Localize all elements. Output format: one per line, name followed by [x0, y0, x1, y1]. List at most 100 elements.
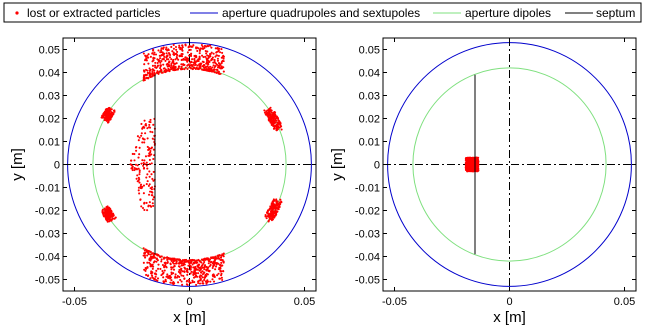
particle-point — [199, 279, 202, 282]
particle-point — [155, 260, 158, 263]
particle-point — [146, 209, 149, 212]
particle-point — [138, 173, 141, 176]
particle-point — [181, 283, 184, 286]
particle-point — [144, 269, 147, 272]
particle-point — [214, 55, 217, 58]
particle-point — [166, 65, 169, 68]
particle-point — [467, 161, 470, 164]
particle-point — [169, 53, 172, 57]
particle-point — [108, 118, 111, 121]
particle-point — [205, 257, 208, 260]
particle-point — [194, 67, 197, 71]
particle-point — [151, 177, 154, 181]
particle-point — [175, 276, 179, 279]
particle-point — [168, 56, 172, 59]
particle-point — [271, 214, 274, 217]
particle-point — [159, 54, 162, 57]
particle-point — [198, 275, 201, 278]
particle-point — [217, 70, 220, 73]
particle-point — [150, 272, 153, 275]
particle-point — [277, 206, 280, 209]
particle-point — [160, 255, 163, 258]
particle-point — [165, 52, 168, 55]
particle-point — [170, 45, 173, 48]
particle-point — [207, 262, 210, 265]
particle-point — [143, 70, 146, 73]
particle-point — [216, 274, 219, 277]
particle-point — [176, 274, 179, 278]
particle-point — [212, 68, 215, 71]
particle-point — [111, 111, 114, 115]
particle-point — [170, 268, 173, 271]
particle-point — [145, 161, 148, 164]
particle-point — [155, 257, 158, 260]
particle-point — [106, 211, 109, 214]
particle-point — [472, 169, 475, 172]
particle-point — [202, 258, 205, 261]
particle-point — [156, 277, 160, 280]
particle-point — [206, 273, 209, 276]
particle-point — [180, 264, 183, 267]
particle-point — [148, 71, 151, 74]
particle-point — [170, 273, 173, 276]
particle-point — [203, 44, 206, 48]
particle-point — [174, 273, 177, 276]
particle-point — [167, 51, 170, 55]
particle-point — [193, 280, 196, 284]
particle-point — [164, 59, 167, 62]
particle-point — [472, 157, 475, 161]
particle-point — [113, 217, 116, 220]
particle-point — [155, 66, 158, 69]
particle-point — [213, 58, 216, 61]
particle-point — [179, 278, 182, 281]
particle-point — [179, 46, 182, 49]
particle-point — [476, 156, 479, 160]
particle-point — [180, 267, 183, 270]
legend-quad-sext-label: aperture quadrupoles and sextupoles — [222, 6, 420, 20]
particle-point — [275, 207, 278, 210]
particle-point — [209, 44, 212, 47]
particle-point — [149, 190, 152, 193]
particle-point — [148, 148, 151, 151]
particle-point — [168, 60, 171, 63]
particle-point — [145, 176, 148, 179]
particle-point — [146, 266, 149, 269]
particle-point — [202, 56, 205, 59]
particle-point — [138, 136, 141, 139]
particle-point — [279, 122, 282, 125]
particle-point — [164, 278, 167, 281]
particle-point — [108, 220, 111, 223]
particle-point — [216, 71, 219, 74]
particle-point — [112, 214, 115, 217]
particle-point — [183, 277, 186, 280]
particle-point — [163, 55, 166, 58]
particle-point — [211, 56, 214, 59]
y-tick-label: 0.05 — [359, 45, 380, 57]
particle-point — [185, 258, 188, 261]
particle-point — [142, 77, 145, 80]
particle-point — [168, 70, 171, 73]
particle-point — [187, 278, 191, 281]
particle-point — [274, 209, 277, 212]
particle-point — [466, 168, 470, 171]
particle-point — [156, 70, 159, 73]
particle-point — [212, 275, 215, 278]
particle-point — [145, 164, 148, 167]
particle-point — [271, 122, 275, 125]
y-tick-label: -0.04 — [35, 252, 60, 264]
plot-frame — [62, 37, 317, 292]
particle-point — [165, 70, 168, 73]
particle-point — [203, 257, 206, 260]
y-tick-label: -0.03 — [35, 229, 60, 241]
y-tick-label: -0.05 — [35, 275, 60, 287]
particle-point — [135, 177, 138, 180]
particle-point — [102, 213, 105, 216]
particle-point — [151, 70, 154, 74]
particle-point — [193, 54, 196, 58]
particle-point — [151, 202, 154, 205]
particle-point — [218, 63, 222, 66]
particle-point — [267, 215, 270, 218]
particle-point — [201, 264, 204, 267]
particle-point — [184, 260, 187, 264]
particle-point — [103, 209, 107, 212]
